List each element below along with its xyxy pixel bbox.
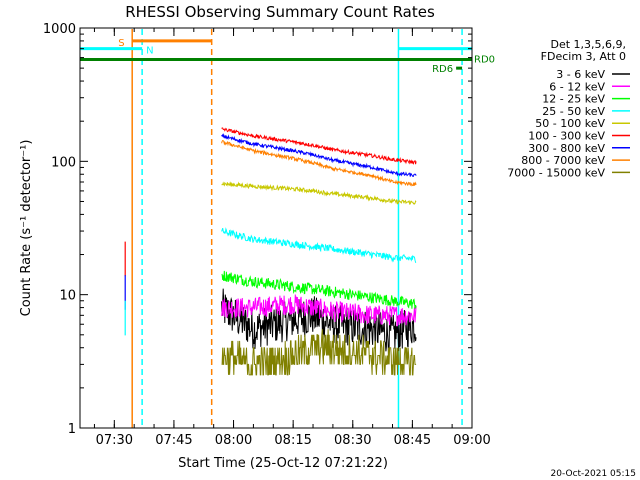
series-100-300-kev xyxy=(221,127,417,165)
legend-label-800-7000-kev: 800 - 7000 keV xyxy=(521,154,605,167)
series-12-25-kev xyxy=(221,270,417,309)
legend-label-100-300-kev: 100 - 300 keV xyxy=(528,130,605,143)
legend-header: Det 1,3,5,6,9, xyxy=(550,38,626,51)
legend-label-300-800-kev: 300 - 800 keV xyxy=(528,142,605,155)
flag-label-rd0: RD0 xyxy=(474,55,495,66)
x-tick-label: 08:00 xyxy=(215,433,252,448)
x-tick-label: 07:30 xyxy=(96,433,133,448)
series-3-6-kev xyxy=(221,288,417,354)
x-tick-label: 07:45 xyxy=(155,433,192,448)
x-tick-label: 09:00 xyxy=(453,433,490,448)
x-axis-label: Start Time (25-Oct-12 07:21:22) xyxy=(178,456,388,471)
legend-label-7000-15000-kev: 7000 - 15000 keV xyxy=(507,166,605,179)
series-800-7000-kev xyxy=(221,140,417,187)
legend-label-50-100-kev: 50 - 100 keV xyxy=(535,117,605,130)
x-tick-label: 08:15 xyxy=(274,433,311,448)
x-tick-label: 08:45 xyxy=(394,433,431,448)
y-tick-label: 10 xyxy=(59,289,76,304)
series-300-800-kev xyxy=(221,133,417,177)
legend-label-25-50-kev: 25 - 50 keV xyxy=(542,105,605,118)
legend-label-6-12-kev: 6 - 12 keV xyxy=(549,80,605,93)
legend-label-12-25-kev: 12 - 25 keV xyxy=(542,93,605,106)
series-25-50-kev xyxy=(221,227,417,263)
flag-label-rd6: RD6 xyxy=(432,64,453,75)
y-tick-label: 1000 xyxy=(43,22,76,37)
axes-group: 07:30 07:45 08:00 08:15 08:30 08:45 09:00 1 10 10… xyxy=(43,22,491,448)
chart-title: RHESSI Observing Summary Count Rates xyxy=(125,3,435,21)
y-tick-label: 100 xyxy=(51,155,76,170)
series-7000-15000-kev xyxy=(221,329,417,376)
reference-lines: S N RD0 RD6 xyxy=(80,29,495,428)
legend-label-3-6-kev: 3 - 6 keV xyxy=(556,68,605,81)
legend: Det 1,3,5,6,9,FDecim 3, Att 0 3 - 6 keV6 … xyxy=(507,38,630,179)
legend-header: FDecim 3, Att 0 xyxy=(541,50,626,63)
plot-frame xyxy=(79,27,473,429)
x-tick-label: 08:30 xyxy=(334,433,371,448)
series-6-12-kev xyxy=(221,294,417,327)
footer-timestamp: 20-Oct-2021 05:15 xyxy=(551,469,636,479)
series-50-100-kev xyxy=(221,181,417,205)
flag-label-s: S xyxy=(118,38,124,49)
flag-label-n: N xyxy=(146,46,153,57)
series-group xyxy=(124,127,417,376)
y-axis-label: Count Rate (s⁻¹ detector⁻¹) xyxy=(19,140,34,317)
y-tick-label: 1 xyxy=(68,422,76,437)
